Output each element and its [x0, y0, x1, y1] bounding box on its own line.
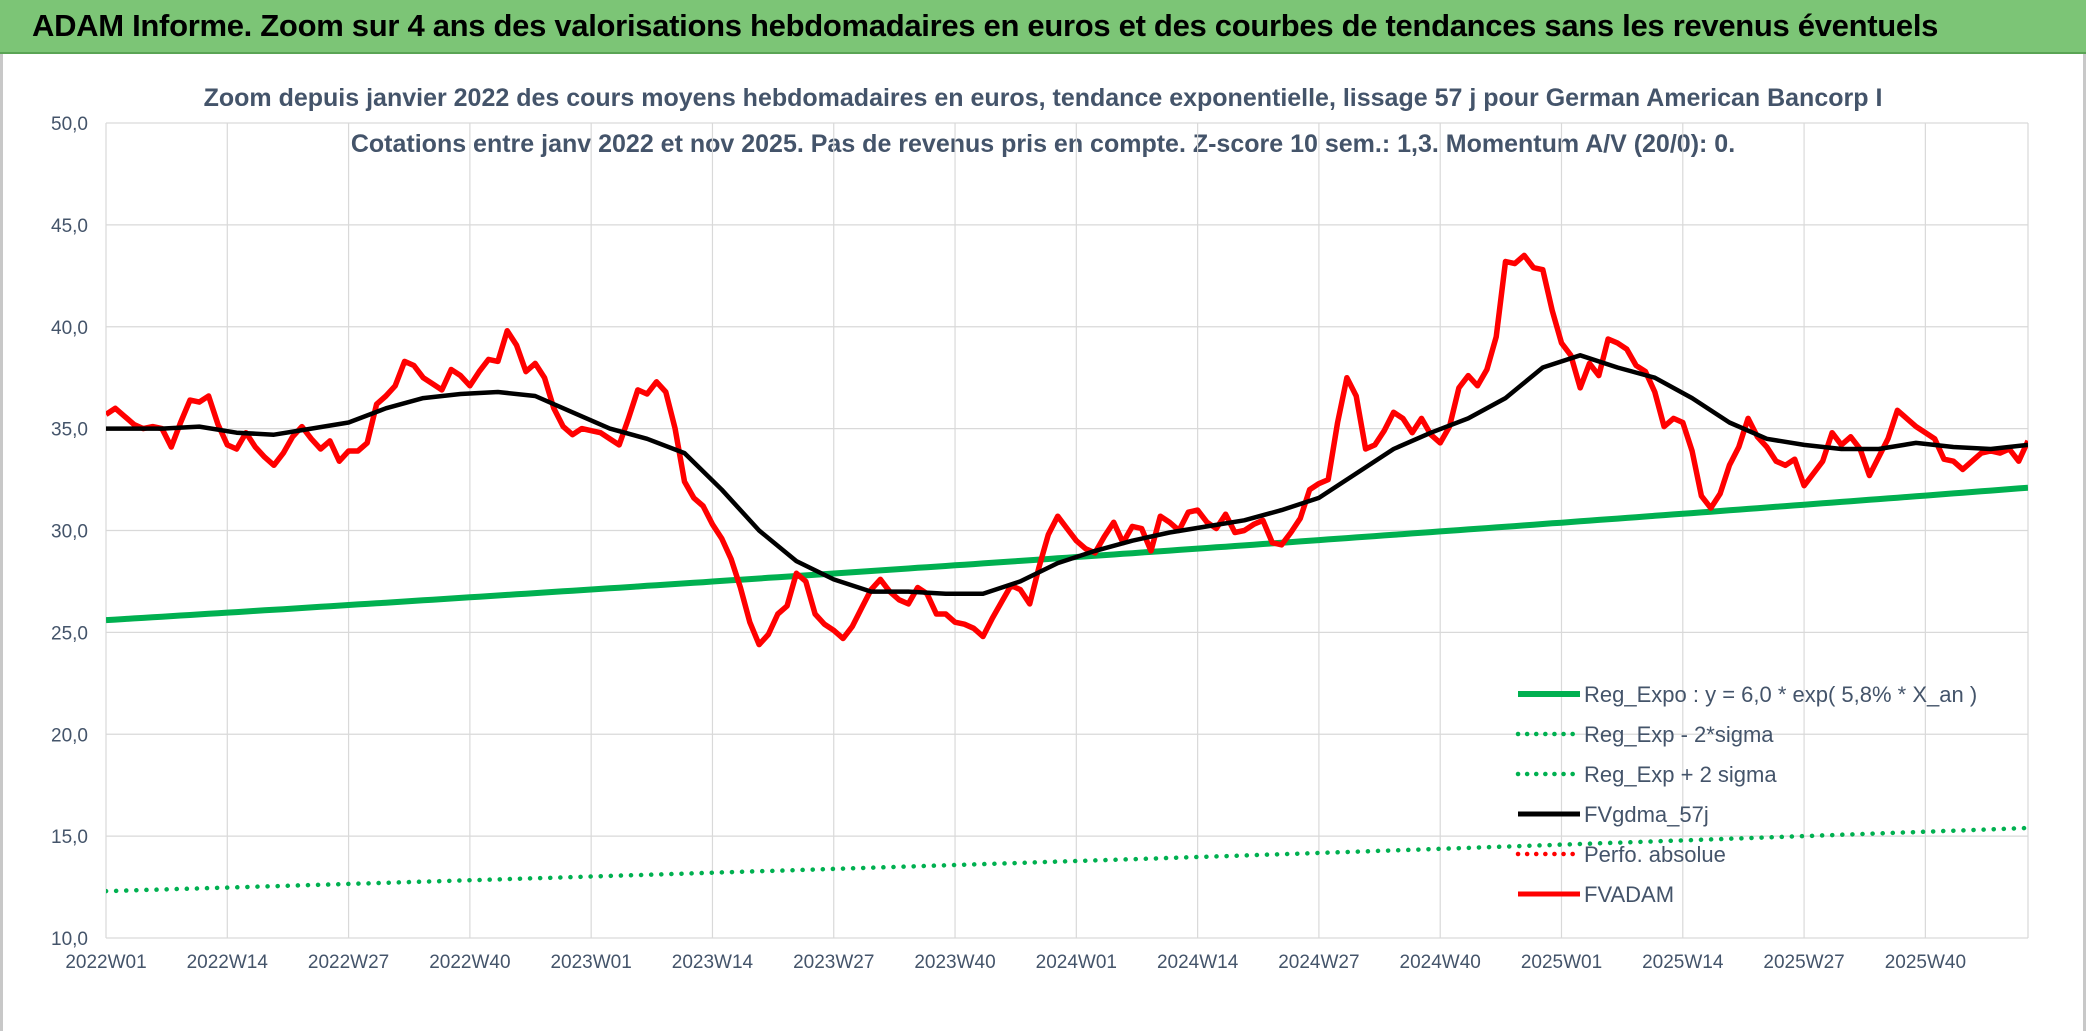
series-layer: [106, 0, 2028, 894]
x-tick-label: 2022W01: [65, 952, 146, 973]
legend-label: Reg_Exp + 2 sigma: [1584, 762, 1777, 787]
y-tick-label: 50,0: [51, 114, 88, 135]
series-fvgdma-57j: [106, 353, 2028, 596]
legend-label: Reg_Expo : y = 6,0 * exp( 5,8% * X_an ): [1584, 682, 1977, 707]
x-tick-label: 2023W40: [914, 952, 995, 973]
x-tick-label: 2022W40: [429, 952, 510, 973]
x-tick-label: 2024W40: [1400, 952, 1481, 973]
x-tick-label: 2024W01: [1036, 952, 1117, 973]
x-axis: 2022W01 2022W14 2022W27 2022W40 2023W01 2023W…: [65, 952, 1966, 973]
y-tick-label: 35,0: [51, 420, 88, 441]
x-tick-label: 2022W27: [308, 952, 389, 973]
gridlines: [105, 122, 2029, 939]
legend-label: Reg_Exp - 2*sigma: [1584, 722, 1774, 747]
chart-frame: [0, 54, 2086, 1031]
y-axis: 50,0 45,0 40,0 35,0 30,0 25,0 20,0 15,0 10,0: [51, 114, 88, 950]
x-tick-label: 2024W14: [1157, 952, 1239, 973]
series-fvadam: [106, 252, 2028, 648]
x-tick-label: 2024W27: [1278, 952, 1359, 973]
y-tick-label: 40,0: [51, 318, 88, 339]
legend-label: FVADAM: [1584, 882, 1674, 907]
title-banner: ADAM Informe. Zoom sur 4 ans des valoris…: [0, 0, 2086, 54]
x-tick-label: 2023W14: [672, 952, 754, 973]
y-tick-label: 45,0: [51, 216, 88, 237]
x-tick-label: 2022W14: [187, 952, 269, 973]
page-title: ADAM Informe. Zoom sur 4 ans des valoris…: [32, 8, 1939, 43]
y-tick-label: 30,0: [51, 522, 88, 543]
x-tick-label: 2023W27: [793, 952, 874, 973]
y-tick-label: 15,0: [51, 827, 88, 848]
x-tick-label: 2025W14: [1642, 952, 1724, 973]
chart-subtitle-line1: Zoom depuis janvier 2022 des cours moyen…: [204, 84, 1883, 112]
chart-subtitle-line2: Cotations entre janv 2022 et nov 2025. P…: [351, 130, 1735, 158]
series-reg-exp-plus-2-sigma: [106, 0, 2028, 58]
legend: Reg_Expo : y = 6,0 * exp( 5,8% * X_an ) R…: [1515, 682, 1977, 907]
y-tick-label: 25,0: [51, 623, 88, 644]
series-reg-expo: [106, 484, 2028, 624]
series-reg-exp-minus-2-sigma: [106, 825, 2028, 894]
x-tick-label: 2025W40: [1885, 952, 1966, 973]
legend-label: FVgdma_57j: [1584, 802, 1709, 827]
y-tick-label: 10,0: [51, 929, 88, 950]
x-tick-label: 2025W01: [1521, 952, 1602, 973]
x-tick-label: 2025W27: [1763, 952, 1844, 973]
legend-label: Perfo. absolue: [1584, 842, 1726, 867]
y-tick-label: 20,0: [51, 725, 88, 746]
x-tick-label: 2023W01: [550, 952, 631, 973]
